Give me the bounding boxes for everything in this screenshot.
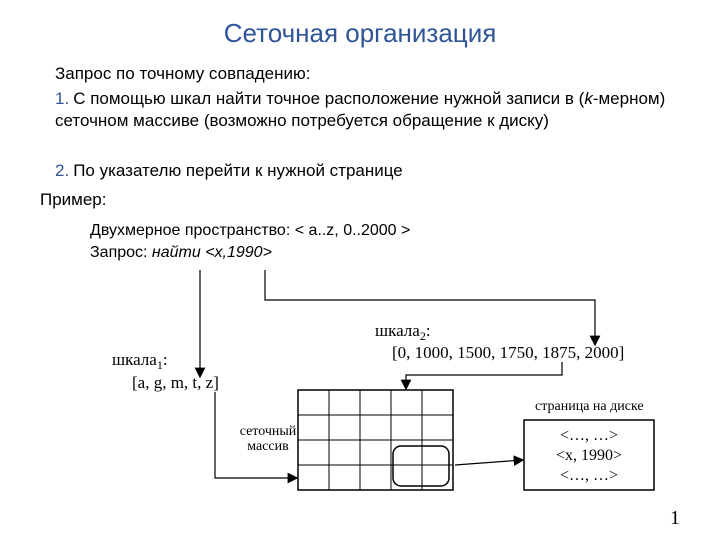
disk-page-label: страница на диске (535, 399, 644, 414)
example-line1: Двухмерное пространство: < a..z, 0..2000… (90, 220, 410, 242)
grid-label-line2: массив (247, 439, 289, 454)
example-label: Пример: (40, 190, 107, 210)
arrow-scale2-to-grid (406, 362, 562, 388)
example-line2: Запрос: найти <x,1990> (90, 242, 410, 264)
list-item-1-ital: k (584, 89, 593, 108)
page-number: 1 (670, 507, 680, 530)
scale2-label: шкала2: (375, 321, 431, 343)
list-item-1: 1.С помощью шкал найти точное расположен… (55, 88, 680, 132)
disk-row-3: <…, …> (560, 467, 618, 484)
list-item-2: 2.По указателю перейти к нужной странице (55, 160, 680, 182)
scale1-label: шкала1: (112, 350, 168, 372)
scale2-values: [0, 1000, 1500, 1750, 1875, 2000] (392, 343, 624, 362)
grid-label-line1: сеточный (240, 424, 297, 439)
highlighted-cell (393, 446, 449, 486)
page-title: Сеточная организация (0, 18, 720, 49)
example-line2-ital: найти <x,1990> (152, 244, 272, 261)
example-line2-pre: Запрос: (90, 244, 152, 261)
diagram: шкала2: [0, 1000, 1500, 1750, 1875, 2000… (0, 270, 720, 510)
arrow-grid-to-disk (455, 460, 522, 465)
list-number-2: 2. (55, 161, 69, 180)
disk-row-1: <…, …> (560, 427, 618, 444)
list-item-2-text: По указателю перейти к нужной странице (73, 161, 403, 180)
disk-row-2: <x, 1990> (556, 447, 622, 464)
query-heading: Запрос по точному совпадению: (55, 64, 311, 84)
list-number-1: 1. (55, 89, 69, 108)
example-body: Двухмерное пространство: < a..z, 0..2000… (90, 220, 410, 263)
grid-array (298, 390, 453, 490)
list-item-1-pre: С помощью шкал найти точное расположение… (73, 89, 584, 108)
scale1-values: [a, g, m, t, z] (132, 373, 219, 392)
